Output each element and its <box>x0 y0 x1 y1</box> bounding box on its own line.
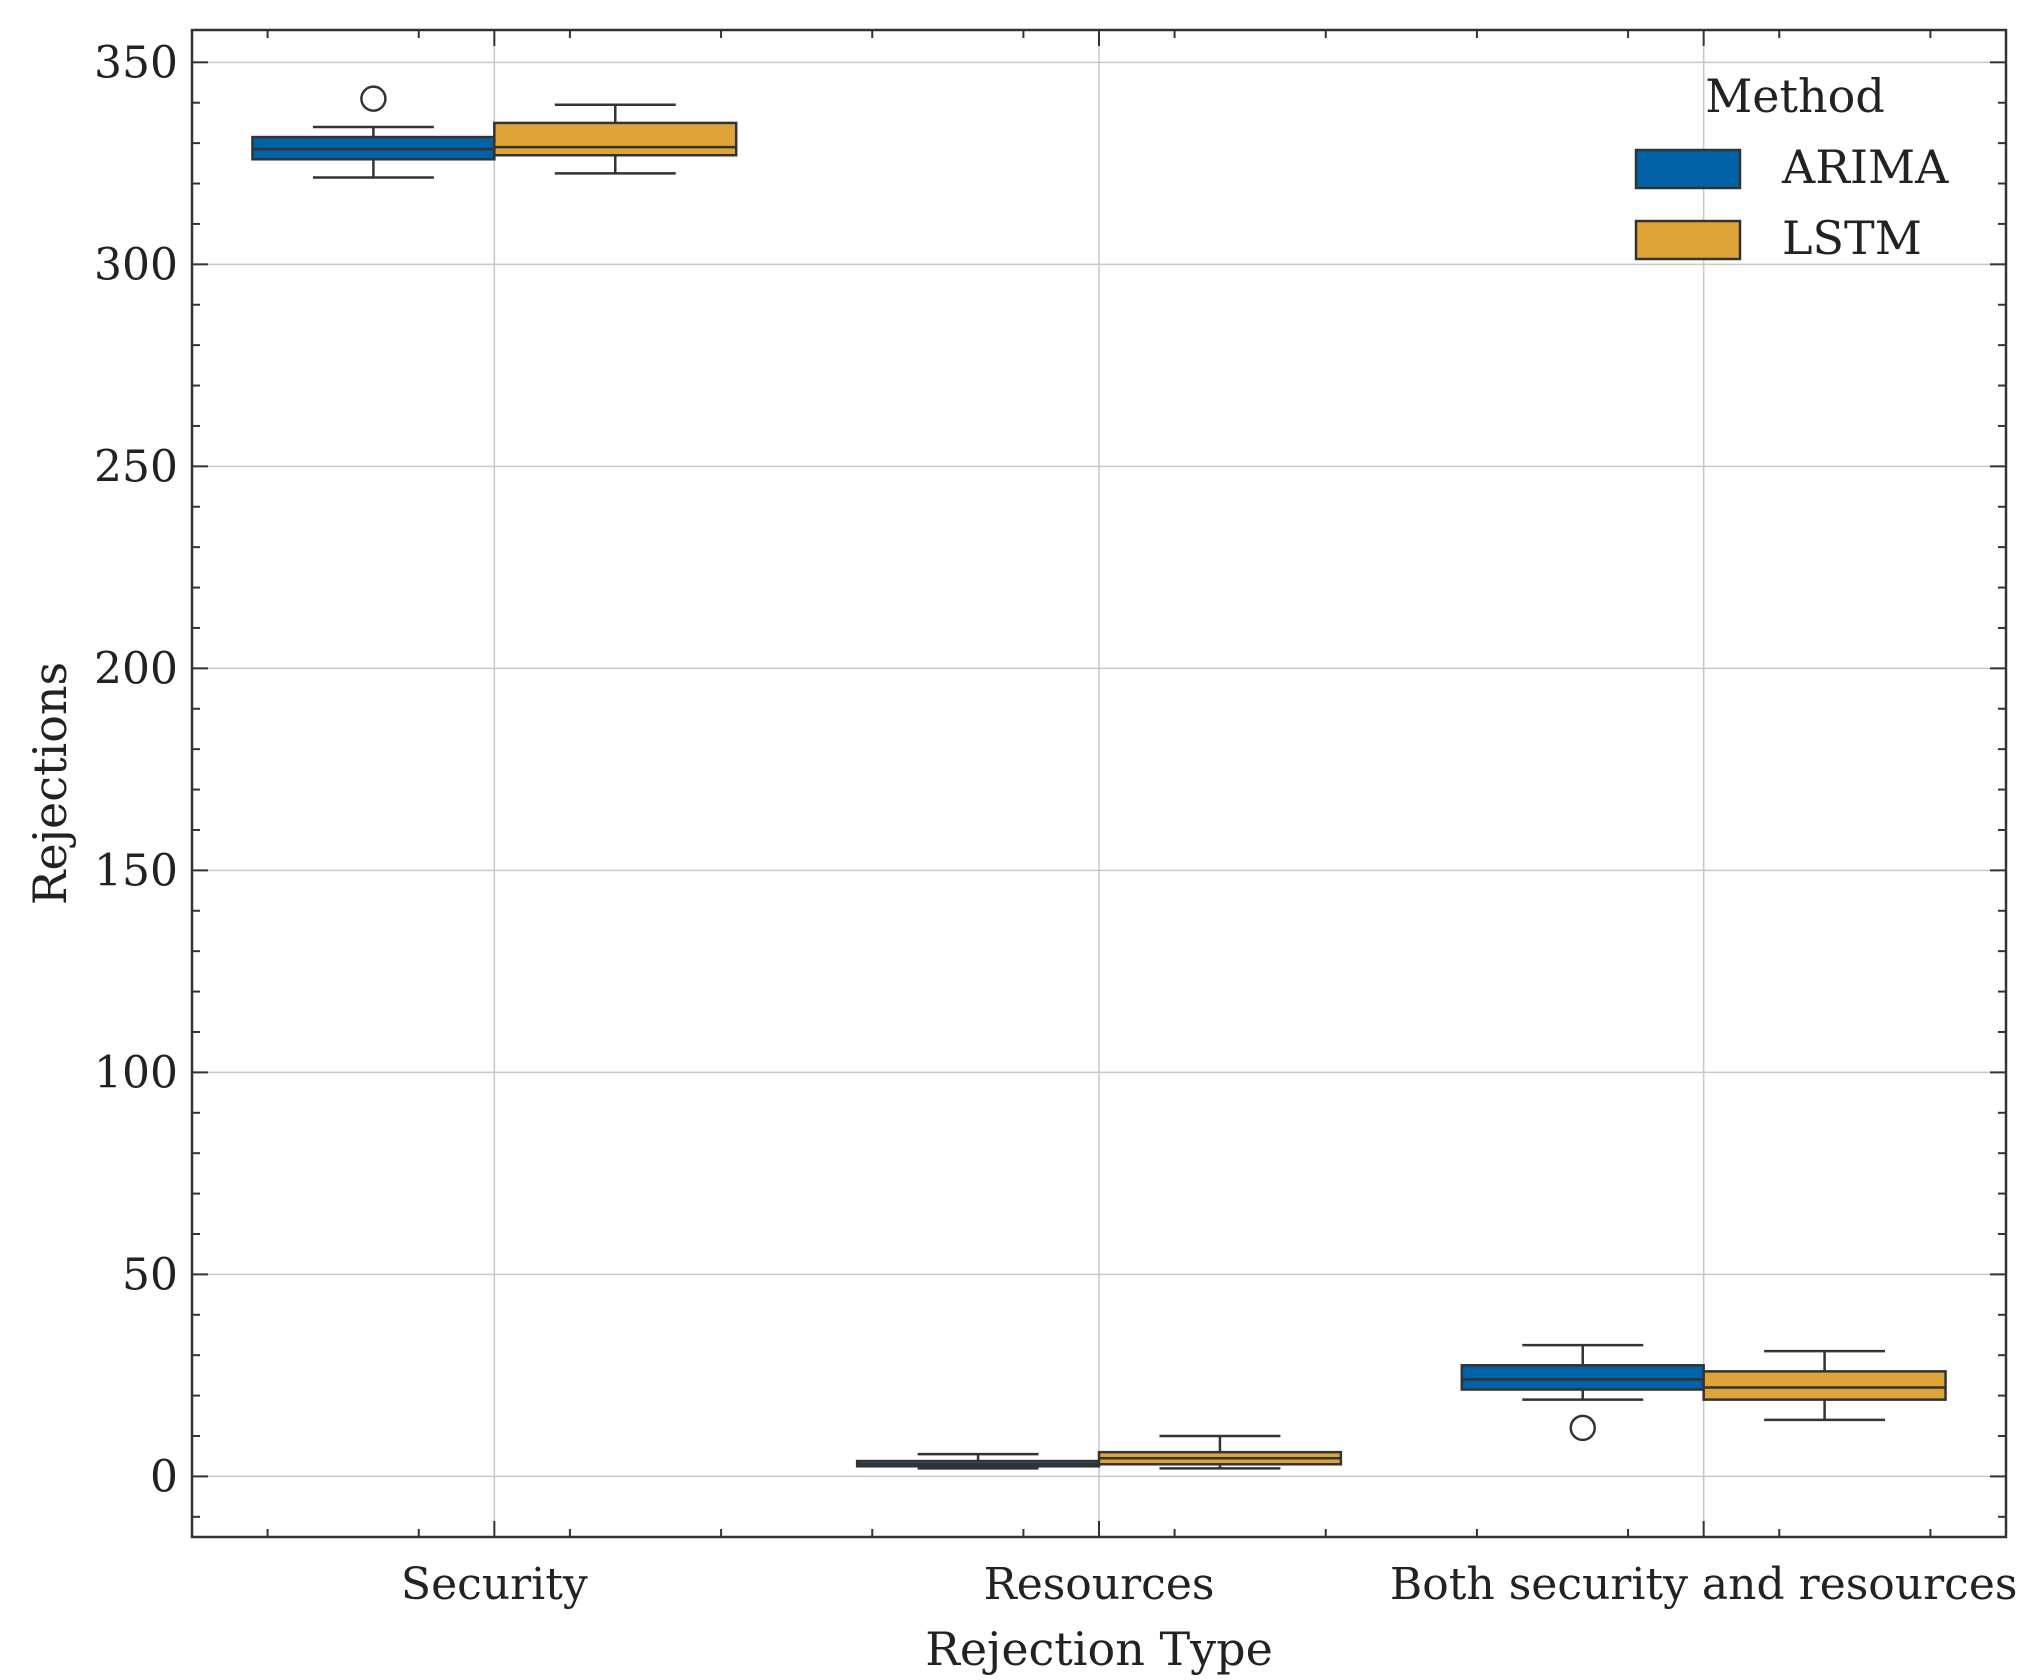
y-tick-label: 350 <box>94 37 178 88</box>
box-series <box>251 85 1947 1470</box>
x-tick-label: Both security and resources <box>1390 1559 2018 1610</box>
y-tick-label: 0 <box>150 1451 178 1502</box>
box-arima <box>855 1452 1101 1470</box>
y-tick-label: 100 <box>94 1047 178 1098</box>
box-arima <box>251 85 496 179</box>
box-lstm <box>1702 1349 1947 1422</box>
y-tick-label: 150 <box>94 845 178 896</box>
y-tick-labels: 0 50 100 150 200 250 300 350 <box>94 37 178 1502</box>
x-tick-label: Security <box>401 1559 588 1610</box>
x-tick-label: Resources <box>984 1559 1215 1610</box>
box-iqr <box>493 121 738 157</box>
legend-swatch-lstm <box>1634 219 1742 261</box>
tick-marks <box>192 30 2006 1537</box>
outlier-point <box>360 85 387 112</box>
box-iqr <box>1460 1364 1705 1391</box>
box-lstm <box>493 103 738 175</box>
x-tick-labels: Security Resources Both security and resou… <box>401 1559 2018 1610</box>
legend-label-lstm: LSTM <box>1782 211 1922 265</box>
y-tick-label: 200 <box>94 643 178 694</box>
box-iqr <box>1702 1370 1947 1401</box>
legend-swatch-arima <box>1634 148 1742 190</box>
y-tick-label: 50 <box>122 1249 178 1300</box>
y-tick-label: 300 <box>94 239 178 290</box>
legend-title: Method <box>1705 69 1885 123</box>
outlier-point <box>1569 1414 1596 1442</box>
legend-label-arima: ARIMA <box>1781 140 1949 194</box>
y-axis-label: Rejections <box>23 662 77 905</box>
box-lstm <box>1097 1434 1343 1470</box>
y-tick-label: 250 <box>94 441 178 492</box>
x-axis-label: Rejection Type <box>925 1622 1273 1676</box>
grid-lines <box>192 30 2006 1537</box>
box-arima <box>1460 1343 1705 1442</box>
legend: Method ARIMA LSTM <box>1634 69 1949 265</box>
